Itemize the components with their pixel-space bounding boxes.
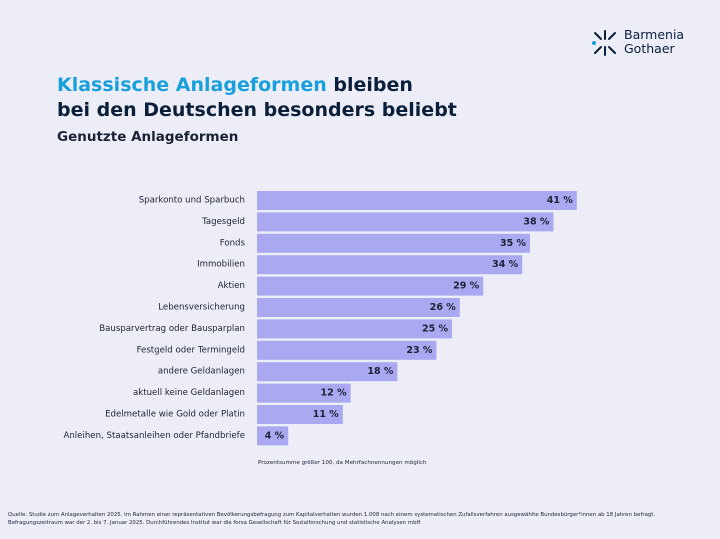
category-label: Aktien: [218, 281, 245, 291]
category-label: Anleihen, Staatsanleihen oder Pfandbrief…: [63, 431, 245, 441]
title-rest: bleiben: [326, 74, 413, 96]
source-note: Quelle: Studie zum Anlageverhalten 2025.…: [8, 512, 656, 526]
value-label: 38 %: [523, 216, 550, 227]
bar: [257, 191, 577, 210]
value-label: 41 %: [547, 195, 574, 206]
title-line2: bei den Deutschen besonders beliebt: [57, 99, 457, 121]
value-label: 35 %: [500, 238, 527, 249]
bar: [257, 340, 437, 360]
value-label: 23 %: [406, 345, 433, 356]
bar: [257, 298, 460, 317]
bar: [257, 383, 351, 403]
bars-group: Sparkonto und Sparbuch 41 % Tagesgeld 38 % F…: [63, 191, 577, 446]
category-label: Edelmetalle wie Gold oder Platin: [105, 410, 245, 420]
value-label: 26 %: [430, 302, 457, 313]
category-label: Festgeld oder Termingeld: [137, 345, 245, 355]
barmenia-gothaer-logo-icon: [592, 30, 616, 56]
chart-footnote: Prozentsumme größer 100, da Mehrfachnenn…: [258, 460, 427, 466]
chart-subtitle: Genutzte Anlageformen: [57, 129, 239, 145]
category-label: Lebensversicherung: [158, 303, 245, 313]
bar: [257, 319, 452, 339]
value-label: 25 %: [422, 323, 449, 334]
value-label: 11 %: [313, 409, 340, 420]
value-label: 18 %: [367, 366, 394, 377]
brand-name-line2: Gothaer: [624, 41, 675, 56]
brand-logo: Barmenia Gothaer: [592, 28, 702, 62]
category-label: Immobilien: [197, 260, 245, 270]
value-label: 34 %: [492, 259, 519, 270]
title-accent: Klassische Anlageformen: [57, 74, 327, 96]
value-label: 4 %: [265, 430, 285, 441]
bar: [257, 233, 530, 253]
category-label: aktuell keine Geldanlagen: [133, 388, 245, 398]
page-title: Klassische Anlageformen bleiben bei den D…: [57, 73, 477, 123]
category-label: Fonds: [220, 238, 246, 248]
bar: [257, 405, 343, 424]
value-label: 29 %: [453, 281, 480, 292]
bar: [257, 255, 523, 275]
category-label: Bausparvertrag oder Bausparplan: [99, 324, 245, 334]
bar: [257, 426, 289, 446]
brand-wordmark: Barmenia Gothaer: [624, 28, 684, 56]
category-label: Sparkonto und Sparbuch: [139, 196, 245, 206]
value-label: 12 %: [321, 388, 348, 399]
category-label: andere Geldanlagen: [158, 367, 245, 377]
bar: [257, 276, 484, 296]
bar: [257, 362, 398, 382]
category-label: Tagesgeld: [201, 217, 245, 227]
bar: [257, 212, 554, 232]
brand-name-line1: Barmenia: [624, 27, 685, 42]
